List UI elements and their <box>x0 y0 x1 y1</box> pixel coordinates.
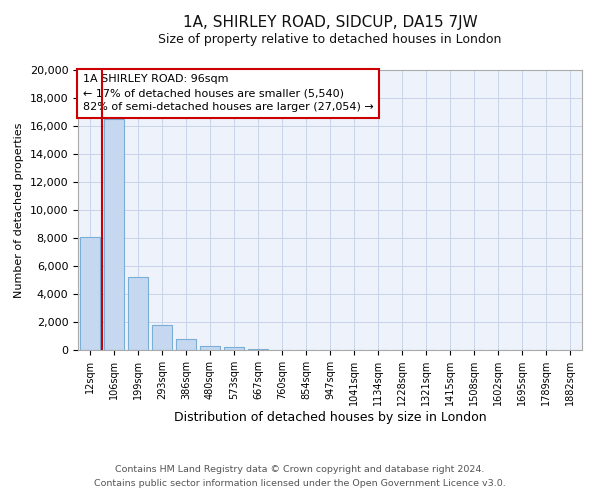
Text: Contains HM Land Registry data © Crown copyright and database right 2024.
Contai: Contains HM Land Registry data © Crown c… <box>94 466 506 487</box>
Bar <box>128 277 148 350</box>
Bar <box>176 339 196 350</box>
X-axis label: Distribution of detached houses by size in London: Distribution of detached houses by size … <box>173 411 487 424</box>
Bar <box>80 236 100 350</box>
Y-axis label: Number of detached properties: Number of detached properties <box>14 122 24 298</box>
Text: 1A SHIRLEY ROAD: 96sqm
← 17% of detached houses are smaller (5,540)
82% of semi-: 1A SHIRLEY ROAD: 96sqm ← 17% of detached… <box>83 74 374 112</box>
Bar <box>200 346 220 350</box>
Bar <box>152 325 172 350</box>
Text: Size of property relative to detached houses in London: Size of property relative to detached ho… <box>158 32 502 46</box>
Text: 1A, SHIRLEY ROAD, SIDCUP, DA15 7JW: 1A, SHIRLEY ROAD, SIDCUP, DA15 7JW <box>182 15 478 30</box>
Bar <box>104 119 124 350</box>
Bar <box>224 347 244 350</box>
